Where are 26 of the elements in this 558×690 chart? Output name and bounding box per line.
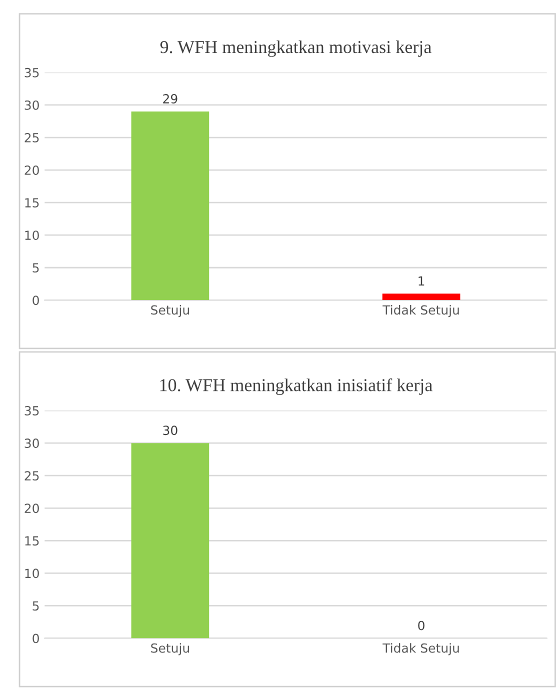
y-tick-label: 20	[24, 504, 39, 514]
data-label: 29	[163, 94, 178, 104]
x-tick-label: Setuju	[151, 305, 189, 318]
x-tick-label: Setuju	[151, 643, 189, 656]
y-tick-label: 0	[32, 296, 39, 306]
chart-title: 9. WFH meningkatkan motivasi kerja	[160, 40, 432, 57]
data-label: 1	[418, 276, 424, 286]
y-tick-label: 25	[24, 132, 39, 142]
y-tick-label: 20	[24, 166, 39, 175]
chart-title: 10. WFH meningkatkan inisiatif kerja	[160, 378, 432, 395]
y-tick-label: 25	[24, 471, 39, 481]
data-label: 30	[163, 426, 178, 436]
y-tick-label: 15	[25, 198, 39, 208]
x-tick-label: Tidak Setuju	[382, 643, 459, 656]
y-tick-label: 30	[24, 100, 39, 110]
y-tick-label: 35	[24, 406, 39, 416]
y-tick-label: 5	[32, 601, 39, 611]
y-tick-label: 10	[25, 568, 39, 578]
data-label: 0	[418, 620, 424, 630]
y-tick-label: 5	[32, 263, 39, 273]
y-tick-label: 0	[32, 634, 39, 644]
y-tick-label: 30	[24, 438, 39, 448]
y-tick-label: 35	[24, 68, 39, 78]
y-tick-label: 15	[25, 536, 39, 546]
x-tick-label: Tidak Setuju	[382, 305, 459, 318]
y-tick-label: 10	[25, 230, 39, 240]
